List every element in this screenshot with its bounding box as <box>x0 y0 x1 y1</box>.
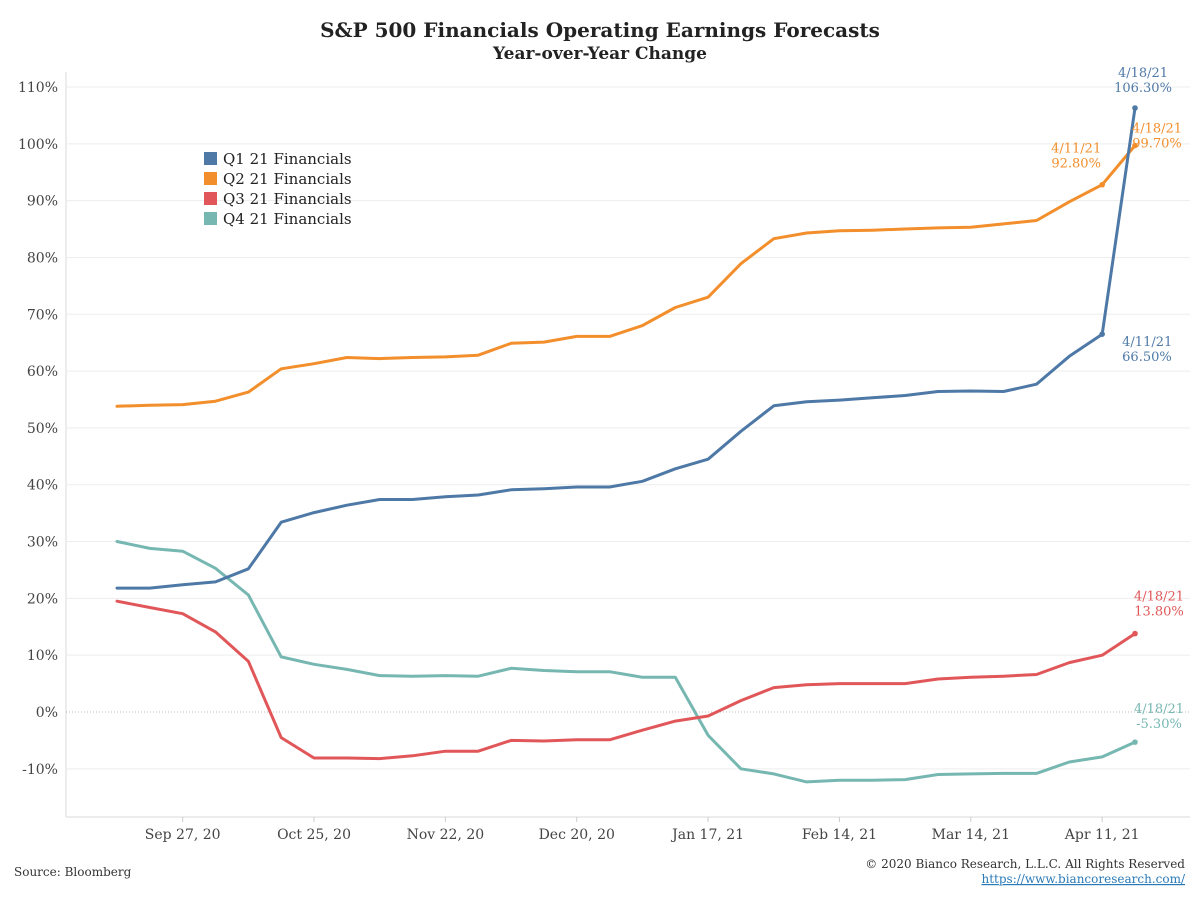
y-tick-label: 0% <box>36 705 58 721</box>
annotation-marker <box>1132 739 1138 745</box>
y-axis: -10% 0% 10% 20% 30% 40% 50% 60% 70% 80% 90% 100% 110… <box>18 80 58 778</box>
annotation-value: 66.50% <box>1122 350 1172 365</box>
copyright: © 2020 Bianco Research, L.L.C. All Right… <box>865 857 1185 871</box>
annotation-date: 4/11/21 <box>1122 335 1172 350</box>
series-line-1 <box>115 106 1137 590</box>
y-tick-label: 100% <box>18 137 58 153</box>
x-tick-label: Oct 25, 20 <box>277 827 351 843</box>
annotation-date: 4/18/21 <box>1134 590 1184 605</box>
annotation-marker <box>1132 105 1138 111</box>
legend: Q1 21 Financials Q2 21 Financials Q3 21 Fi… <box>204 150 352 228</box>
legend-label: Q2 21 Financials <box>223 170 352 188</box>
legend-swatch <box>204 152 217 165</box>
y-tick-label: 20% <box>27 591 58 607</box>
x-tick-label: Mar 14, 21 <box>932 827 1010 843</box>
annotation-date: 4/18/21 <box>1134 702 1184 717</box>
legend-label: Q3 21 Financials <box>223 190 352 208</box>
legend-swatch <box>204 172 217 185</box>
y-tick-label: -10% <box>22 762 58 778</box>
annotations: 4/18/21106.30%4/11/2166.50%4/18/2199.70%… <box>1051 66 1184 745</box>
website-link[interactable]: https://www.biancoresearch.com/ <box>981 872 1185 886</box>
series-lines <box>115 106 1137 784</box>
annotation-marker <box>1099 181 1105 188</box>
y-tick-label: 50% <box>27 421 58 437</box>
series-line-4 <box>115 540 1137 784</box>
y-tick-label: 70% <box>27 307 58 323</box>
source-note: Source: Bloomberg <box>14 865 132 879</box>
series-line-3 <box>115 599 1137 761</box>
annotation-marker <box>1099 331 1105 337</box>
legend-swatch <box>204 192 217 205</box>
x-tick-label: Apr 11, 21 <box>1064 827 1140 843</box>
x-tick-label: Sep 27, 20 <box>145 827 221 843</box>
legend-label: Q4 21 Financials <box>223 210 352 228</box>
annotation-value: 106.30% <box>1114 81 1172 96</box>
annotation-date: 4/11/21 <box>1051 142 1101 157</box>
x-tick-label: Nov 22, 20 <box>407 827 485 843</box>
series-line-2 <box>115 144 1137 408</box>
annotation-value: -5.30% <box>1136 717 1182 732</box>
x-tick-label: Jan 17, 21 <box>670 827 744 843</box>
annotation-marker <box>1132 630 1138 637</box>
annotation-marker <box>1132 142 1138 149</box>
y-tick-label: 30% <box>27 535 58 551</box>
y-tick-label: 110% <box>18 80 58 96</box>
annotation-value: 13.80% <box>1134 605 1184 620</box>
x-tick-label: Feb 14, 21 <box>802 827 877 843</box>
legend-swatch <box>204 212 217 225</box>
y-tick-label: 10% <box>27 648 58 664</box>
y-tick-label: 90% <box>27 194 58 210</box>
chart-title: S&P 500 Financials Operating Earnings Fo… <box>320 18 880 42</box>
annotation-date: 4/18/21 <box>1118 66 1168 81</box>
annotation-date: 4/18/21 <box>1132 122 1182 137</box>
annotation-value: 99.70% <box>1132 137 1182 152</box>
x-tick-label: Dec 20, 20 <box>539 827 615 843</box>
legend-label: Q1 21 Financials <box>223 150 352 168</box>
x-axis: Sep 27, 20 Oct 25, 20 Nov 22, 20 Dec 20, 20… <box>145 817 1140 843</box>
y-tick-label: 40% <box>27 478 58 494</box>
grid <box>65 72 1190 818</box>
y-tick-label: 80% <box>27 250 58 266</box>
annotation-value: 92.80% <box>1051 157 1101 172</box>
y-tick-label: 60% <box>27 364 58 380</box>
chart-subtitle: Year-over-Year Change <box>492 44 707 64</box>
